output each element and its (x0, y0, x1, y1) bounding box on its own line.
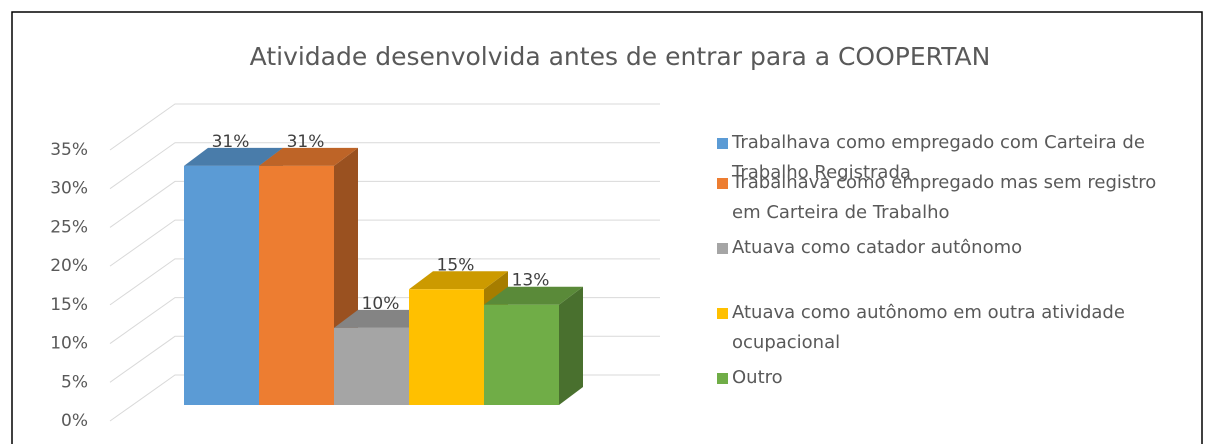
grid-line (109, 142, 660, 190)
bar (259, 165, 334, 405)
grid-line (109, 219, 660, 267)
frame (11, 11, 1203, 444)
y-tick-label: 30% (50, 179, 88, 199)
grid-line (109, 103, 660, 151)
legend-swatch (717, 178, 728, 189)
data-label: 31% (212, 132, 250, 152)
legend-label: Atuava como catador autônomo (732, 237, 1023, 258)
y-tick-label: 0% (61, 411, 88, 431)
legend-label: Trabalhava como empregado com Carteira d… (732, 132, 1145, 183)
legend-swatch (717, 373, 728, 384)
bar-top (484, 286, 583, 305)
bar (334, 327, 409, 405)
bar-top (184, 147, 283, 166)
legend-item: Atuava como catador autônomo (714, 233, 1022, 263)
bar (409, 289, 484, 405)
data-label: 10% (362, 294, 400, 314)
y-tick-label: 5% (61, 372, 88, 392)
y-tick-label: 15% (50, 295, 88, 315)
data-label: 31% (287, 132, 325, 152)
bar (184, 165, 259, 405)
legend-swatch (717, 308, 728, 319)
legend-swatch (717, 243, 728, 254)
grid-line (109, 258, 660, 306)
legend-item: Outro (714, 363, 783, 393)
bar-top (334, 309, 433, 328)
grid-line (109, 180, 660, 228)
bar-side (559, 286, 583, 405)
data-label: 13% (512, 271, 550, 291)
legend-item: Trabalhava como empregado com Carteira d… (714, 128, 1184, 188)
chart-title: Atividade desenvolvida antes de entrar p… (250, 42, 991, 71)
legend-item: Atuava como autônomo em outra atividade … (714, 298, 1184, 358)
y-tick-label: 20% (50, 256, 88, 276)
bar (484, 304, 559, 405)
legend-swatch (717, 138, 728, 149)
bar-top (409, 271, 508, 290)
legend-label: Atuava como autônomo em outra atividade … (732, 302, 1125, 353)
y-tick-label: 25% (50, 217, 88, 237)
legend-label: Trabalhava como empregado mas sem regist… (732, 172, 1157, 223)
y-tick-label: 10% (50, 334, 88, 354)
bar-top (259, 147, 358, 166)
legend-label: Outro (732, 367, 783, 388)
legend-item: Trabalhava como empregado mas sem regist… (714, 168, 1184, 228)
y-tick-label: 35% (50, 140, 88, 160)
data-label: 15% (437, 255, 475, 275)
